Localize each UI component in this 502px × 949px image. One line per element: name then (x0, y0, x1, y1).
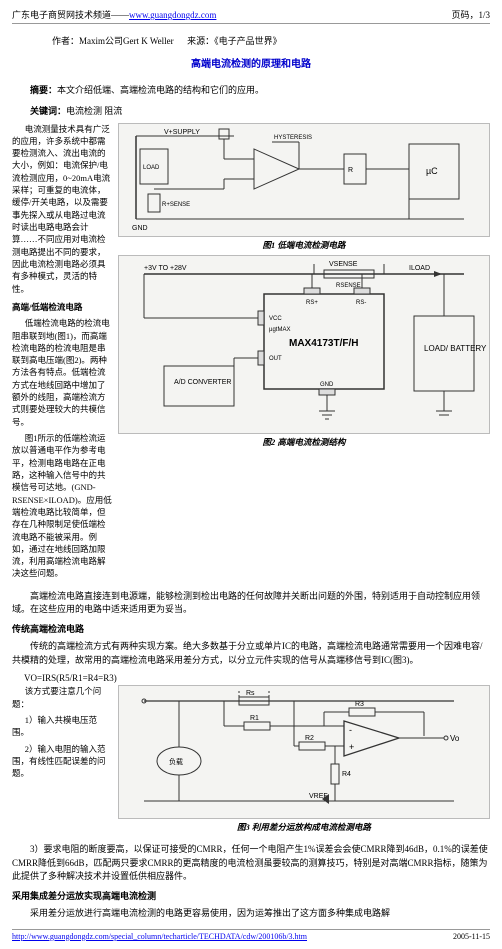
section-3-p1: 采用差分运放进行高端电流检测的电路更容易使用，因为运筹推出了这方面多种集成电路解 (12, 907, 490, 921)
section-1-p3: 高端检流电路直接连到电源端，能够检测到检出电路的任何故障并关断出问题的外围，特别… (12, 590, 490, 617)
abstract: 摘要：本文介绍低端、高端检流电路的结构和它们的应用。 (12, 84, 490, 98)
svg-text:HYSTERESIS: HYSTERESIS (274, 135, 312, 141)
footer: http://www.guangdongdz.com/special_colum… (12, 929, 490, 941)
svg-text:负载: 负载 (169, 757, 183, 766)
svg-text:R4: R4 (342, 771, 351, 778)
fig3-side-text: 该方式要注意几个问题： 1）输入共模电压范围。 2）输入电阻的输入范围，有线性匹… (12, 685, 112, 837)
svg-text:LOAD: LOAD (143, 165, 160, 171)
section-2-p1: 传统的高端检流方式有两种实现方案。绝大多数基于分立或单片IC的电路，高端检流电路… (12, 640, 490, 667)
svg-text:+3V TO +28V: +3V TO +28V (144, 265, 187, 272)
svg-text:-: - (349, 725, 352, 735)
svg-text:R2: R2 (305, 735, 314, 742)
svg-text:R: R (348, 167, 353, 174)
figure-3-caption: 图3 利用差分运放构成电流检测电路 (118, 821, 490, 833)
section-1-heading: 高端/低端检流电路 (12, 301, 112, 313)
intro-text: 电流测量技术具有广泛的应用，许多系统中都需要检测流入、流出电流的大小，例如：电流… (12, 123, 112, 584)
footer-date: 2005-11-15 (453, 932, 490, 941)
page-title: 高端电流检测的原理和电路 (12, 55, 490, 70)
svg-text:ILOAD: ILOAD (409, 265, 430, 272)
svg-text:VCC: VCC (269, 316, 282, 322)
svg-text:Vo: Vo (450, 734, 460, 743)
header: 广东电子商贸网技术频道——www.guangdongdz.com 页码，1/3 (12, 8, 490, 24)
svg-text:R+SENSE: R+SENSE (162, 202, 190, 208)
figure-3: Rs 负载 R1 R2 (118, 685, 490, 819)
svg-text:A/D CONVERTER: A/D CONVERTER (174, 379, 231, 386)
svg-text:VSENSE: VSENSE (329, 261, 358, 268)
svg-text:RS-: RS- (356, 300, 366, 306)
svg-text:Rs: Rs (246, 690, 255, 697)
header-site: 广东电子商贸网技术频道——www.guangdongdz.com (12, 8, 216, 21)
figure-1: V+SUPPLY LOAD R+SENSE GND (118, 123, 490, 237)
svg-text:R1: R1 (250, 715, 259, 722)
section-3-heading: 采用集成差分运放实现高端电流检测 (12, 890, 490, 904)
section-2-p5: 3）要求电阻的断度要高，以保证可接受的CMRR，任何一个电阻产生1%误差会会使C… (12, 843, 490, 884)
site-prefix: 广东电子商贸网技术频道—— (12, 10, 129, 20)
svg-text:R3: R3 (355, 701, 364, 708)
figure-1-caption: 图1 低端电流检测电路 (118, 239, 490, 251)
formula: VO=IRS(R5/R1=R4=R3) (24, 673, 490, 683)
svg-text:OUT: OUT (269, 356, 282, 362)
svg-text:µgtMAX: µgtMAX (269, 327, 290, 333)
svg-text:LOAD/ BATTERY: LOAD/ BATTERY (424, 344, 487, 353)
svg-text:V+SUPPLY: V+SUPPLY (164, 129, 200, 136)
byline: 作者：Maxim公司Gert K Weller 来源：《电子产品世界》 (52, 34, 490, 47)
svg-text:GND: GND (132, 225, 148, 232)
svg-text:GND: GND (320, 382, 334, 388)
svg-text:µC: µC (426, 166, 438, 176)
site-link[interactable]: www.guangdongdz.com (129, 10, 216, 20)
svg-text:RS+: RS+ (306, 300, 318, 306)
footer-link[interactable]: http://www.guangdongdz.com/special_colum… (12, 932, 307, 941)
figure-2: +3V TO +28V VSENSE RSENSE ILOAD MAX4173T… (118, 255, 490, 434)
svg-text:MAX4173T/F/H: MAX4173T/F/H (289, 338, 358, 349)
page-number: 页码，1/3 (451, 8, 490, 21)
svg-text:+: + (349, 742, 354, 752)
keywords: 关键词：电流检测 阻流 (12, 104, 490, 117)
section-2-heading: 传统高端检流电路 (12, 623, 490, 637)
figure-2-caption: 图2 高端电流检测结构 (118, 436, 490, 448)
